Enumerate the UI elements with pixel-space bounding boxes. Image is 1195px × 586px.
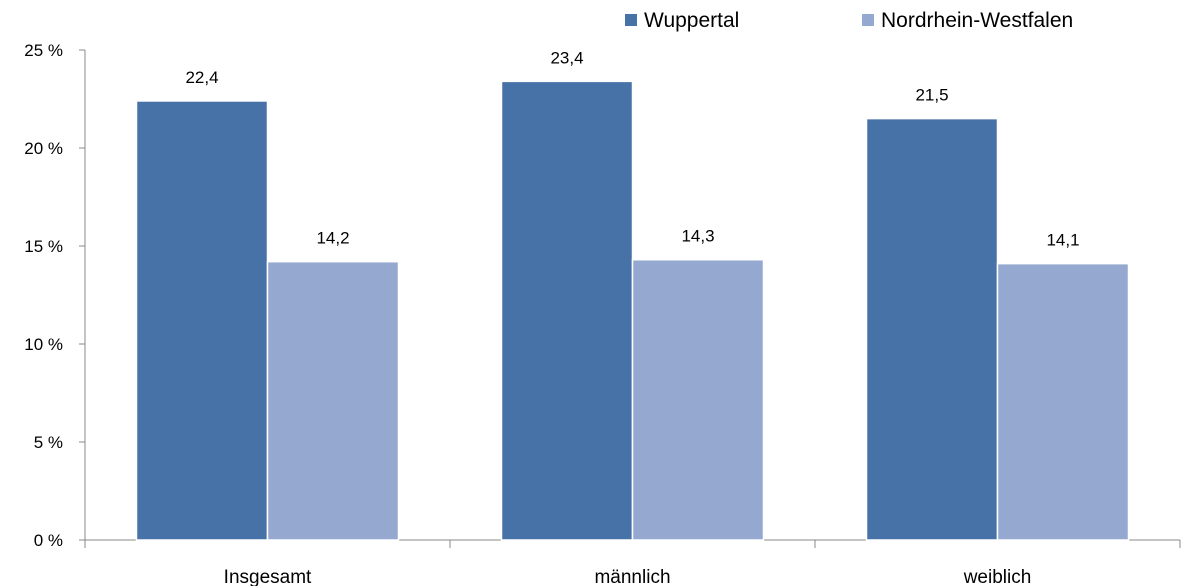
- bar-nrw: [631, 258, 765, 541]
- y-tick-label: 5 %: [34, 433, 63, 452]
- legend-swatch: [625, 14, 637, 26]
- bar-nrw: [996, 262, 1130, 541]
- x-category-label: männlich: [594, 567, 670, 586]
- y-tick-label: 25 %: [24, 41, 63, 60]
- y-tick-label: 10 %: [24, 335, 63, 354]
- bar-nrw: [266, 260, 400, 541]
- x-category-label: weiblich: [963, 567, 1032, 586]
- x-category-label: Insgesamt: [224, 567, 312, 586]
- legend-label: Nordrhein-Westfalen: [881, 9, 1073, 32]
- bar-wuppertal: [135, 100, 269, 541]
- axes: 0 % 5 % 10 % 15 % 20 % 25 % Insgesamt männlich w…: [24, 41, 1181, 586]
- legend-swatch: [862, 14, 874, 26]
- y-tick-label: 15 %: [24, 237, 63, 256]
- y-tick-label: 20 %: [24, 139, 63, 158]
- data-label: 22,4: [185, 68, 218, 87]
- data-label: 14,2: [316, 229, 349, 248]
- data-label: 21,5: [915, 86, 948, 105]
- y-tick-label: 0 %: [34, 531, 63, 550]
- data-label: 14,1: [1046, 231, 1079, 250]
- data-label: 23,4: [550, 48, 583, 67]
- legend: Wuppertal Nordrhein-Westfalen: [625, 9, 1073, 32]
- legend-label: Wuppertal: [644, 9, 739, 32]
- bar-wuppertal: [865, 117, 999, 541]
- data-label: 14,3: [681, 227, 714, 246]
- bars: 22,4 14,2 23,4 14,3 21,5 14,1: [135, 48, 1130, 541]
- bar-wuppertal: [500, 80, 634, 541]
